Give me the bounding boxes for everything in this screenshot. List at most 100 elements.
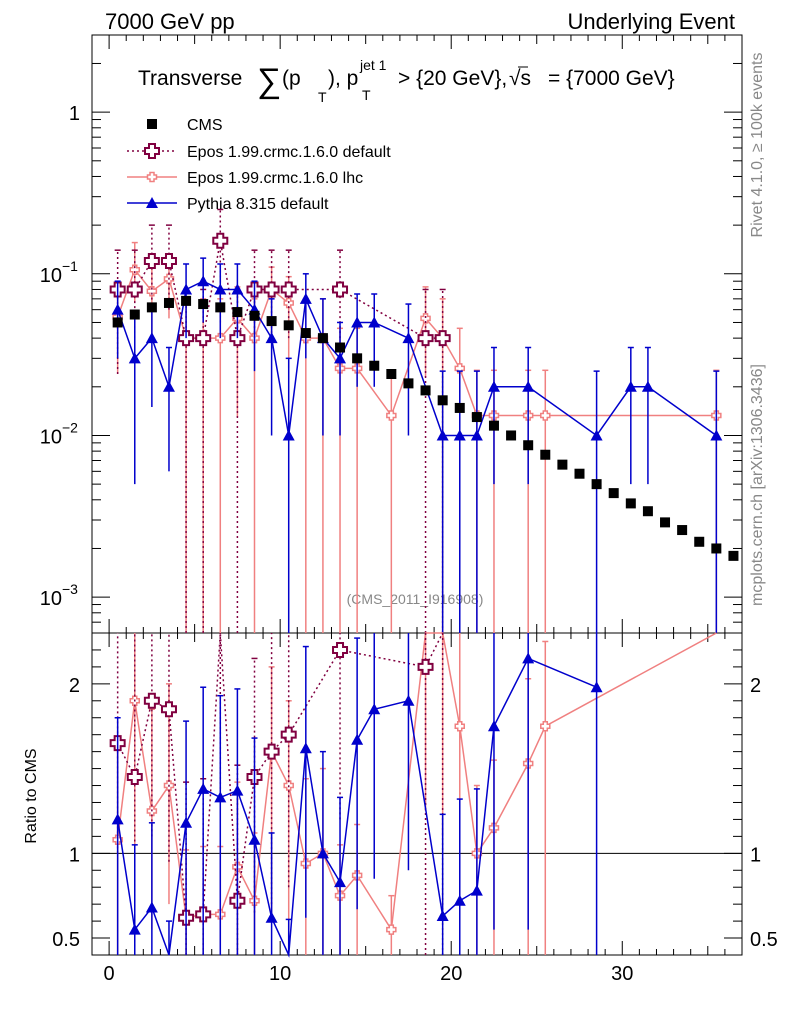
analysis-watermark: (CMS_2011_I916908): [347, 591, 484, 607]
data-point: [420, 385, 431, 396]
legend-label: Epos 1.99.crmc.1.6.0 default: [187, 144, 391, 161]
data-point: [694, 536, 705, 547]
data-point: [522, 380, 535, 392]
data-point: [417, 330, 434, 347]
data-point: [212, 232, 229, 249]
data-point: [470, 429, 483, 441]
data-point: [608, 488, 619, 499]
ratio-point: [522, 652, 535, 664]
ratio-point: [453, 894, 466, 906]
data-point: [677, 525, 688, 536]
title-energy: = {7000 GeV}: [548, 67, 675, 90]
title-sub-t: T: [318, 89, 327, 105]
axis-ticks: [92, 34, 742, 956]
data-point: [280, 281, 297, 298]
data-point: [454, 402, 465, 413]
data-point: [231, 283, 244, 295]
data-point: [386, 410, 397, 421]
data-point: [214, 283, 227, 295]
ratio-line: [116, 632, 717, 932]
header-energy: 7000 GeV pp: [105, 9, 235, 34]
ratio-point: [231, 784, 244, 796]
data-point: [434, 330, 451, 347]
data-point: [453, 429, 466, 441]
data-point: [436, 429, 449, 441]
data-point: [540, 449, 551, 460]
title-sum-symbol: ∑: [257, 62, 281, 100]
data-point: [215, 302, 226, 313]
data-point: [162, 380, 175, 392]
data-point: [728, 550, 739, 561]
data-point: [334, 352, 347, 364]
ratio-point: [436, 910, 449, 922]
ratio-point: [386, 924, 397, 935]
data-point: [369, 360, 380, 371]
title-rparen: ), p: [328, 67, 358, 90]
data-point: [317, 333, 328, 344]
rivet-version-label: Rivet 4.1.0, ≥ 100k events: [749, 53, 766, 238]
legend-label: CMS: [187, 117, 223, 134]
data-point: [146, 302, 157, 313]
ratio-pythia-8-315-default: [111, 633, 603, 958]
data-point: [146, 285, 158, 297]
ratio-point: [263, 743, 280, 760]
ratio-point: [265, 911, 278, 923]
ratio-point: [160, 701, 177, 718]
data-point: [129, 264, 141, 275]
data-point: [181, 295, 192, 306]
data-point: [129, 309, 140, 320]
legend-marker: [146, 197, 158, 208]
ratio-point: [248, 833, 261, 845]
x-tick-label: 10: [269, 963, 291, 985]
data-point: [112, 317, 123, 328]
x-tick-label: 0: [104, 963, 115, 985]
ratio-y-tick-label: 2: [69, 675, 80, 697]
y-tick-exponent: −3: [62, 581, 78, 597]
ratio-point: [197, 782, 210, 794]
ratio-point: [180, 816, 193, 828]
legend-item: Pythia 8.315 default: [127, 196, 329, 213]
data-point: [624, 380, 637, 392]
data-point: [126, 281, 143, 298]
legend-marker: [146, 171, 158, 183]
ratio-y-tick-label-right: 0.5: [750, 929, 778, 951]
data-point: [488, 420, 499, 431]
data-point: [163, 297, 174, 308]
y-tick-label: 10: [40, 588, 62, 610]
data-point: [437, 395, 448, 406]
data-point: [642, 506, 653, 517]
data-point: [299, 292, 312, 304]
ratio-point: [316, 847, 329, 859]
data-point: [229, 330, 246, 347]
series-line: [116, 280, 717, 437]
data-point: [198, 299, 209, 310]
title-cut: > {20 GeV},: [398, 67, 507, 90]
data-point: [711, 543, 722, 554]
series-pythia-8-315-default: [111, 257, 723, 633]
data-point: [660, 517, 671, 528]
data-point: [128, 352, 141, 364]
legend-item: Epos 1.99.crmc.1.6.0 lhc: [127, 170, 363, 187]
data-point: [540, 410, 551, 421]
data-point: [300, 328, 311, 339]
title-prefix: Transverse: [138, 67, 242, 90]
ratio-point: [487, 720, 500, 732]
legend-label: Epos 1.99.crmc.1.6.0 lhc: [187, 170, 363, 187]
title-sup-jet: jet 1: [359, 57, 387, 73]
data-point: [386, 369, 397, 380]
title-sub-t2: T: [362, 87, 371, 103]
y-tick-label: 10: [40, 426, 62, 448]
ratio-point: [126, 769, 143, 786]
ratio-point: [351, 733, 364, 745]
data-point: [160, 253, 177, 269]
y-tick-label: 1: [69, 103, 80, 125]
data-point: [145, 332, 158, 344]
x-tick-label: 30: [611, 963, 633, 985]
y-tick-label: 10: [40, 265, 62, 287]
x-tick-label: 20: [440, 963, 462, 985]
data-point: [195, 330, 212, 347]
mcplots-label: mcplots.cern.ch [arXiv:1306.3436]: [749, 364, 766, 606]
ratio-point: [214, 791, 227, 803]
legend-label: Pythia 8.315 default: [187, 196, 329, 213]
